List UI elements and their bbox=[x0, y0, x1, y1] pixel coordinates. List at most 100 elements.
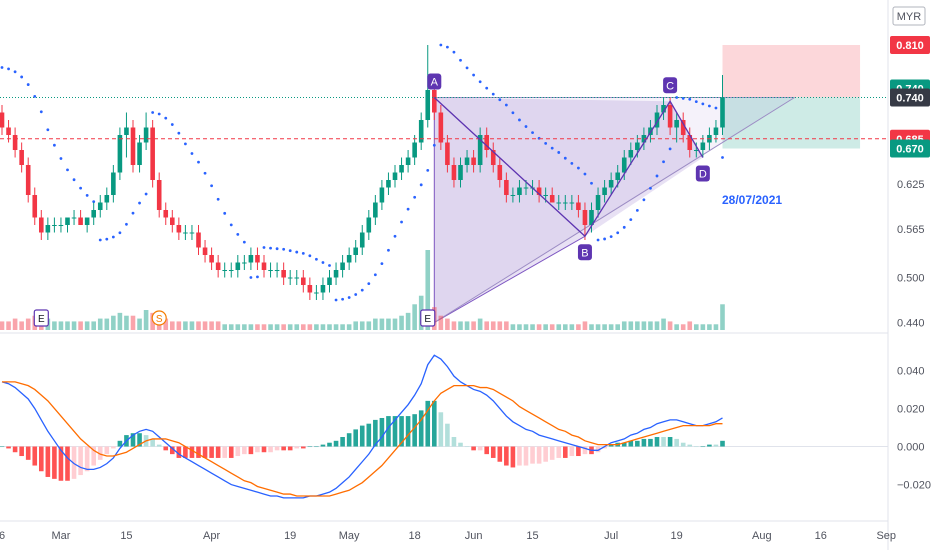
candle-body[interactable] bbox=[301, 277, 306, 286]
candle-body[interactable] bbox=[255, 255, 260, 263]
candle-body[interactable] bbox=[438, 112, 444, 143]
candle-body[interactable] bbox=[71, 217, 77, 219]
candle-body[interactable] bbox=[307, 285, 313, 293]
candle-body[interactable] bbox=[576, 202, 581, 211]
candle-body[interactable] bbox=[412, 142, 417, 158]
candle-body[interactable] bbox=[294, 277, 300, 279]
candle-body[interactable] bbox=[569, 202, 575, 204]
candle-body[interactable] bbox=[104, 195, 110, 203]
candle-body[interactable] bbox=[713, 127, 719, 136]
earnings-marker[interactable] bbox=[33, 309, 49, 327]
candle-body[interactable] bbox=[143, 127, 149, 143]
candle-body[interactable] bbox=[589, 210, 594, 225]
candle-body[interactable] bbox=[635, 142, 640, 151]
candle-body[interactable] bbox=[694, 150, 699, 151]
target-zone[interactable] bbox=[722, 45, 861, 98]
pattern-point-C[interactable] bbox=[663, 77, 678, 94]
candle-body[interactable] bbox=[176, 225, 182, 233]
candle-body[interactable] bbox=[111, 172, 116, 196]
pattern-point-B[interactable] bbox=[577, 244, 592, 261]
candle-body[interactable] bbox=[261, 262, 267, 271]
candle-body[interactable] bbox=[700, 142, 706, 151]
candle-body[interactable] bbox=[346, 255, 352, 263]
candle-body[interactable] bbox=[425, 90, 431, 120]
candle-body[interactable] bbox=[78, 217, 83, 226]
candle-body[interactable] bbox=[281, 270, 286, 278]
candle-body[interactable] bbox=[595, 195, 601, 210]
candle-body[interactable] bbox=[477, 135, 483, 165]
candle-body[interactable] bbox=[228, 270, 234, 271]
candle-body[interactable] bbox=[19, 150, 24, 165]
candle-body[interactable] bbox=[654, 112, 660, 128]
stop-zone[interactable] bbox=[722, 97, 861, 149]
candle-body[interactable] bbox=[490, 150, 496, 165]
candle-body[interactable] bbox=[97, 202, 103, 211]
candle-body[interactable] bbox=[661, 105, 666, 113]
candle-body[interactable] bbox=[124, 127, 129, 136]
candle-body[interactable] bbox=[215, 262, 221, 271]
candle-body[interactable] bbox=[12, 135, 18, 150]
candle-body[interactable] bbox=[366, 217, 372, 233]
candle-body[interactable] bbox=[608, 180, 614, 188]
candle-body[interactable] bbox=[523, 187, 529, 189]
candle-body[interactable] bbox=[720, 97, 725, 128]
bcd-triangle[interactable] bbox=[584, 101, 703, 237]
candle-body[interactable] bbox=[58, 225, 64, 226]
candle-body[interactable] bbox=[314, 292, 319, 294]
candle-body[interactable] bbox=[0, 112, 5, 128]
pattern-point-A[interactable] bbox=[427, 73, 442, 90]
candle-body[interactable] bbox=[156, 180, 162, 210]
candle-body[interactable] bbox=[484, 135, 489, 150]
candle-body[interactable] bbox=[248, 255, 254, 263]
candle-body[interactable] bbox=[222, 270, 227, 271]
candle-body[interactable] bbox=[170, 217, 175, 226]
candle-body[interactable] bbox=[621, 157, 627, 173]
candle-body[interactable] bbox=[45, 225, 51, 233]
candle-body[interactable] bbox=[556, 202, 562, 204]
candle-body[interactable] bbox=[39, 217, 44, 233]
candle-body[interactable] bbox=[641, 135, 647, 143]
candle-body[interactable] bbox=[91, 210, 96, 218]
candle-body[interactable] bbox=[137, 142, 142, 166]
candle-body[interactable] bbox=[667, 105, 673, 128]
candle-body[interactable] bbox=[536, 187, 542, 196]
earnings-marker[interactable] bbox=[420, 309, 436, 327]
candle-body[interactable] bbox=[183, 232, 188, 234]
split-marker[interactable] bbox=[151, 310, 167, 326]
candle-body[interactable] bbox=[340, 262, 345, 271]
candle-body[interactable] bbox=[353, 247, 358, 256]
candle-body[interactable] bbox=[392, 172, 398, 181]
candle-body[interactable] bbox=[242, 262, 247, 264]
candle-body[interactable] bbox=[674, 120, 679, 128]
candle-body[interactable] bbox=[327, 277, 332, 286]
candle-body[interactable] bbox=[52, 225, 57, 226]
currency-badge[interactable] bbox=[892, 6, 926, 26]
candle-body[interactable] bbox=[196, 232, 201, 248]
candle-body[interactable] bbox=[549, 195, 555, 203]
candle-body[interactable] bbox=[543, 195, 548, 196]
candle-body[interactable] bbox=[680, 120, 686, 135]
candle-body[interactable] bbox=[510, 195, 516, 196]
candle-body[interactable] bbox=[65, 217, 70, 226]
candle-body[interactable] bbox=[268, 270, 273, 271]
candle-body[interactable] bbox=[386, 180, 391, 188]
candle-body[interactable] bbox=[6, 127, 11, 136]
candle-body[interactable] bbox=[373, 202, 378, 218]
candle-body[interactable] bbox=[287, 277, 293, 279]
candle-body[interactable] bbox=[602, 187, 607, 196]
candle-body[interactable] bbox=[399, 165, 404, 173]
abc-triangle[interactable] bbox=[434, 97, 671, 237]
candle-body[interactable] bbox=[405, 157, 411, 166]
candle-body[interactable] bbox=[150, 127, 155, 181]
candle-body[interactable] bbox=[687, 135, 693, 150]
candle-body[interactable] bbox=[418, 120, 424, 143]
candle-body[interactable] bbox=[582, 210, 588, 225]
candle-body[interactable] bbox=[471, 157, 476, 166]
candle-body[interactable] bbox=[517, 187, 522, 196]
candle-body[interactable] bbox=[497, 165, 503, 180]
candle-body[interactable] bbox=[615, 172, 620, 181]
candle-body[interactable] bbox=[458, 165, 463, 180]
candle-body[interactable] bbox=[432, 90, 437, 113]
candle-body[interactable] bbox=[320, 285, 326, 293]
